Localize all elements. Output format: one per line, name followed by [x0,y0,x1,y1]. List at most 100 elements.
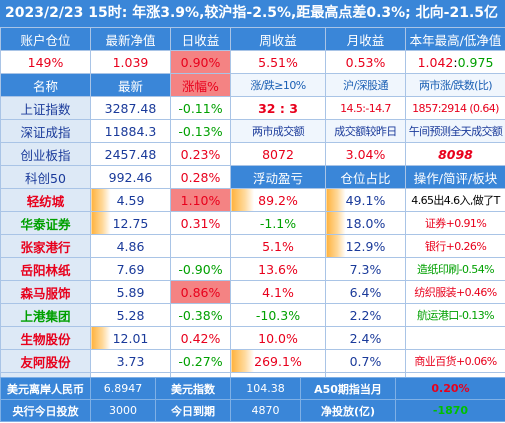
header-cell: 浮动盈亏 [230,165,326,189]
stock-pnl: 89.2% [230,188,326,212]
turnover-change: 3.04% [325,142,406,166]
stock-price: 5.28 [90,303,171,327]
stock-change: 0.31% [170,211,231,235]
stock-name: 岳阳林纸 [0,257,91,281]
page-title: 2023/2/23 15时: 年涨3.9%,较沪指-2.5%,距最高点差0.3%… [0,0,505,27]
index-change: -0.11% [170,96,231,120]
index-change: -0.13% [170,119,231,143]
stock-change: 0.42% [170,326,231,350]
holding-row: 生物股份 12.01 0.42% 10.0% 2.4% [0,326,505,350]
injection-value: 3000 [90,399,156,422]
holding-row: 华泰证券 12.75 0.31% -1.1% 18.0% 证券+0.91% [0,211,505,235]
stock-name: 上港集团 [0,303,91,327]
header-cell: 本年最高/低净值 [405,27,505,51]
holding-row: 张家港行 4.86 5.1% 12.9% 银行+0.26% [0,234,505,258]
holding-row: 森马服饰 5.89 0.86% 4.1% 6.4% 纺织服装+0.46% [0,280,505,304]
stock-name: 轻纺城 [0,188,91,212]
header-cell: 账户仓位 [0,27,91,51]
stock-ratio: 2.2% [325,303,406,327]
stock-change: -0.27% [170,349,231,373]
high-low-separator: : [453,54,458,70]
dxy-value: 104.38 [230,377,301,400]
stock-price: 5.89 [90,280,171,304]
stock-change: 0.86% [170,280,231,304]
stock-price: 4.59 [90,188,171,212]
stock-price: 7.69 [90,257,171,281]
a50-value: 0.20% [395,377,505,400]
fx-row: 美元离岸人民币 6.8947 美元指数 104.38 A50期指当月 0.20% [0,377,505,400]
forecast-turnover: 8098 [405,142,505,166]
header-cell: 涨/跌≥10% [230,73,326,97]
year-high: 1.042 [417,54,454,70]
footer-label: A50期指当月 [300,377,396,400]
index-last: 11884.3 [90,119,171,143]
account-header-row: 账户仓位 最新净值 日收益 周收益 月收益 本年最高/低净值 [0,27,505,51]
holding-row: 岳阳林纸 7.69 -0.90% 13.6% 7.3% 造纸印刷-0.54% [0,257,505,281]
index-row: 深证成指 11884.3 -0.13% 两市成交额 成交额较昨日 午间预测全天成… [0,119,505,143]
northbound-flow: 14.5:-14.7 [325,96,406,120]
holding-row: 友阿股份 3.73 -0.27% 269.1% 0.7% 商业百货+0.06% [0,349,505,373]
stock-pnl: 10.0% [230,326,326,350]
nav-value: 1.039 [90,50,171,74]
stock-ratio: 2.4% [325,326,406,350]
stock-note: 4.65出4.6入,做了T [405,188,505,212]
stock-ratio: 7.3% [325,257,406,281]
label-cell: 成交额较昨日 [325,119,406,143]
label-cell: 午间预测全天成交额 [405,119,505,143]
stock-name: 友阿股份 [0,349,91,373]
stock-pnl: -10.3% [230,303,326,327]
index-name: 科创50 [0,165,91,189]
index-row: 创业板指 2457.48 0.23% 8072 3.04% 8098 [0,142,505,166]
stock-ratio: 12.9% [325,234,406,258]
index-last: 992.46 [90,165,171,189]
stock-price: 4.86 [90,234,171,258]
stock-note: 造纸印刷-0.54% [405,257,505,281]
footer-label: 美元指数 [155,377,231,400]
year-high-low-value: 1.042:0.975 [405,50,505,74]
header-cell: 周收益 [230,27,326,51]
monthly-return-value: 0.53% [325,50,406,74]
liquidity-row: 央行今日投放 3000 今日到期 4870 净投放(亿) -1870 [0,399,505,422]
label-cell: 两市成交额 [230,119,326,143]
header-cell: 月收益 [325,27,406,51]
stock-note: 纺织服装+0.46% [405,280,505,304]
stock-name: 生物股份 [0,326,91,350]
stock-ratio: 18.0% [325,211,406,235]
stock-note: 航运港口-0.13% [405,303,505,327]
stock-name: 森马服饰 [0,280,91,304]
footer-label: 净投放(亿) [300,399,396,422]
stock-ratio: 6.4% [325,280,406,304]
holding-row: 轻纺城 4.59 1.10% 89.2% 49.1% 4.65出4.6入,做了T [0,188,505,212]
turnover-value: 8072 [230,142,326,166]
index-name: 深证成指 [0,119,91,143]
stock-ratio: 49.1% [325,188,406,212]
account-values-row: 149% 1.039 0.90% 5.51% 0.53% 1.042:0.975 [0,50,505,74]
stock-pnl: -1.1% [230,211,326,235]
stock-pnl: 4.1% [230,280,326,304]
stock-pnl: 5.1% [230,234,326,258]
index-name: 创业板指 [0,142,91,166]
macro-footer: 美元离岸人民币 6.8947 美元指数 104.38 A50期指当月 0.20%… [0,377,505,422]
index-last: 3287.48 [90,96,171,120]
position-value: 149% [0,50,91,74]
usdcnh-value: 6.8947 [90,377,156,400]
stock-change [170,234,231,258]
header-cell: 操作/简评/板块 [405,165,505,189]
index-row: 上证指数 3287.48 -0.11% 32 : 3 14.5:-14.7 18… [0,96,505,120]
portfolio-table: 账户仓位 最新净值 日收益 周收益 月收益 本年最高/低净值 149% 1.03… [0,27,505,396]
advance-decline: 1857:2914 (0.64) [405,96,505,120]
stock-note: 银行+0.26% [405,234,505,258]
stock-ratio: 0.7% [325,349,406,373]
header-cell: 最新 [90,73,171,97]
limit-up-down-count: 32 : 3 [230,96,326,120]
stock-price: 3.73 [90,349,171,373]
stock-price: 12.75 [90,211,171,235]
footer-label: 央行今日投放 [0,399,91,422]
header-cell: 沪/深股通 [325,73,406,97]
header-cell: 名称 [0,73,91,97]
index-change: 0.28% [170,165,231,189]
stock-pnl: 269.1% [230,349,326,373]
stock-change: -0.90% [170,257,231,281]
footer-label: 美元离岸人民币 [0,377,91,400]
